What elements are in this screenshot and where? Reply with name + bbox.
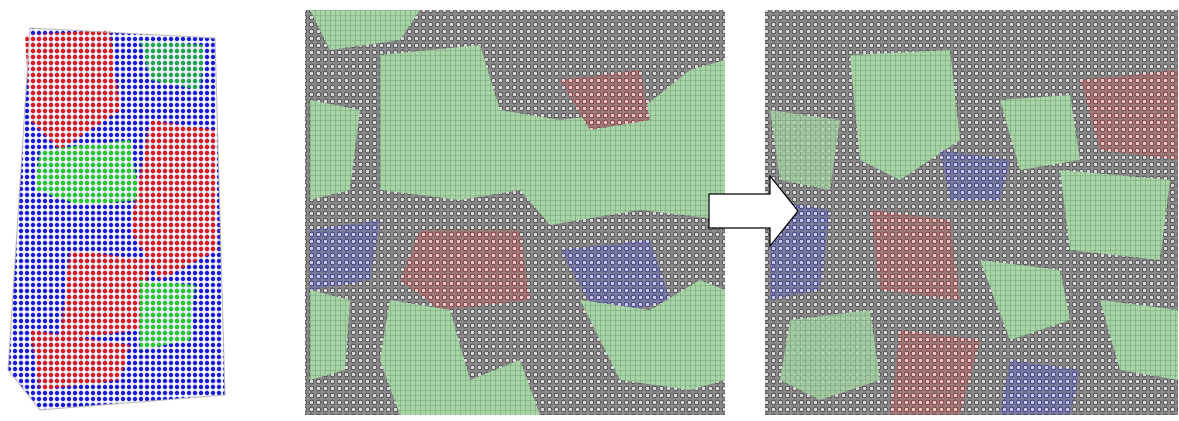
- atom-box: [8, 28, 225, 410]
- domain-blue: [310, 220, 380, 290]
- domain-red: [870, 210, 960, 300]
- region-red: [60, 250, 150, 340]
- region-green: [140, 280, 195, 350]
- domain-green: [1060, 170, 1170, 260]
- page: [0, 0, 1179, 421]
- region-green: [35, 140, 140, 205]
- domain-green: [310, 290, 350, 380]
- domain-green: [770, 110, 840, 190]
- figure: [0, 0, 1179, 421]
- lattice-before: [305, 10, 725, 415]
- lattice-after: [765, 10, 1178, 415]
